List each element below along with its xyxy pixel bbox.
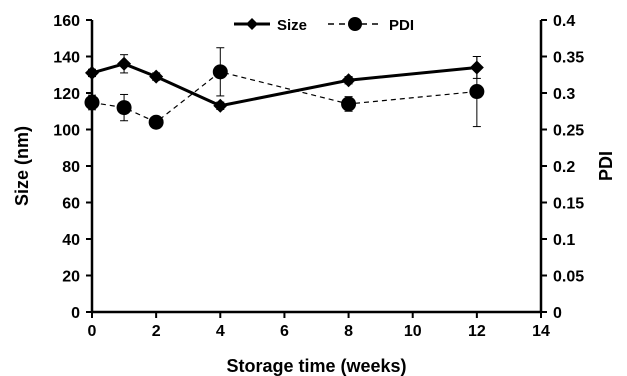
pdi-point bbox=[116, 100, 132, 116]
y-axis-left-title: Size (nm) bbox=[12, 126, 32, 206]
y2-tick-label: 0.2 bbox=[553, 159, 575, 176]
y2-tick-label: 0 bbox=[553, 305, 562, 322]
legend: Size PDI bbox=[234, 17, 414, 34]
legend-size-diamond-icon bbox=[246, 18, 258, 30]
x-axis-title: Storage time (weeks) bbox=[226, 356, 406, 376]
pdi-point bbox=[148, 114, 164, 130]
series-pdi bbox=[84, 47, 485, 130]
y-tick-label: 80 bbox=[62, 159, 80, 176]
pdi-point bbox=[469, 84, 485, 100]
y2-tick-label: 0.25 bbox=[553, 123, 584, 140]
y-tick-label: 40 bbox=[62, 232, 80, 249]
x-tick-label: 12 bbox=[468, 323, 486, 340]
size-point bbox=[149, 69, 164, 84]
x-tick-label: 6 bbox=[280, 323, 289, 340]
y2-tick-label: 0.1 bbox=[553, 232, 575, 249]
x-tick-label: 10 bbox=[404, 323, 422, 340]
series-size bbox=[85, 54, 484, 113]
x-tick-label: 8 bbox=[344, 323, 353, 340]
size-point bbox=[213, 98, 228, 113]
size-point bbox=[85, 65, 99, 80]
size-line bbox=[91, 62, 478, 108]
y2-tick-label: 0.4 bbox=[553, 13, 575, 30]
y2-tick-label: 0.35 bbox=[553, 50, 584, 67]
pdi-point bbox=[341, 96, 357, 112]
y-tick-label: 140 bbox=[53, 50, 80, 67]
data-series bbox=[84, 47, 485, 130]
legend-pdi-circle-icon bbox=[348, 17, 362, 31]
y-axis-right-title: PDI bbox=[596, 151, 616, 181]
pdi-point bbox=[84, 94, 100, 110]
y2-tick-label: 0.3 bbox=[553, 86, 575, 103]
x-tick-label: 14 bbox=[532, 323, 550, 340]
size-point bbox=[117, 56, 132, 71]
y-tick-label: 20 bbox=[62, 269, 80, 286]
x-tick-label: 4 bbox=[216, 323, 225, 340]
x-tick-label: 2 bbox=[152, 323, 161, 340]
y-tick-label: 100 bbox=[53, 123, 80, 140]
size-point bbox=[341, 73, 356, 88]
pdi-point bbox=[212, 64, 228, 80]
legend-size-label: Size bbox=[277, 17, 307, 34]
y-tick-label: 160 bbox=[53, 13, 80, 30]
y-tick-label: 60 bbox=[62, 196, 80, 213]
y-tick-label: 0 bbox=[71, 305, 80, 322]
legend-entry-pdi: PDI bbox=[328, 17, 414, 34]
legend-entry-size: Size bbox=[234, 17, 307, 34]
x-tick-label: 0 bbox=[88, 323, 97, 340]
y2-tick-label: 0.05 bbox=[553, 269, 584, 286]
axis-ticks: 0 2 4 6 8 10 12 1402040608010012014016000.050.1… bbox=[53, 13, 584, 340]
y2-tick-label: 0.15 bbox=[553, 196, 584, 213]
legend-pdi-label: PDI bbox=[389, 17, 414, 34]
pdi-line bbox=[91, 71, 477, 123]
y-tick-label: 120 bbox=[53, 86, 80, 103]
